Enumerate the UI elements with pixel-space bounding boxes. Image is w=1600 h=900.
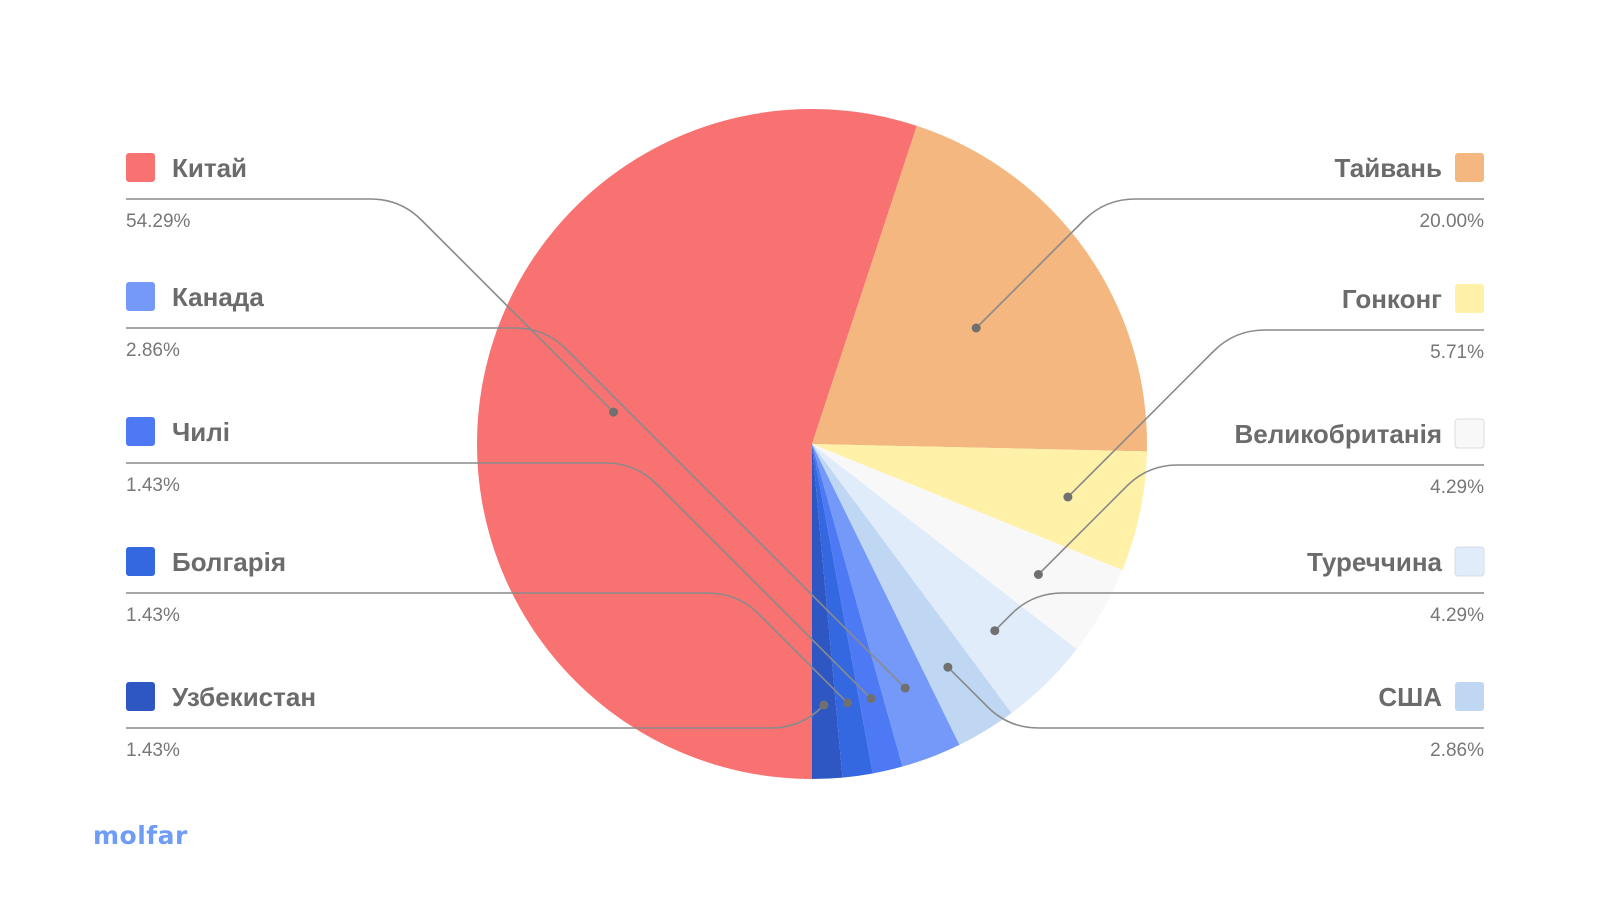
leader-line-4: [1037, 464, 1484, 576]
pie-slice-1: [477, 108, 917, 780]
legend-swatch: [126, 547, 155, 576]
leader-dot-1: [609, 407, 618, 417]
legend-swatch: [126, 417, 155, 446]
leader-dot-2: [971, 323, 981, 333]
data-label: 20.00%: [1420, 211, 1485, 232]
leader-line-5: [994, 592, 1484, 632]
legend-swatch: [1455, 153, 1484, 182]
leader-dot-10: [819, 700, 829, 710]
legend-label: Канада: [172, 282, 264, 312]
pie-slice-10: [812, 444, 843, 779]
legend-swatch: [126, 153, 155, 182]
legend-entry-10: Узбекистан 1.43%: [126, 682, 316, 761]
legend-swatch: [1455, 682, 1484, 711]
leader-line-1: [126, 198, 615, 413]
legend-entry-8: Чилі 1.43%: [126, 417, 230, 496]
pie-slice-2: [812, 125, 1148, 452]
data-label: 1.43%: [126, 605, 180, 626]
data-label: 5.71%: [1430, 342, 1484, 363]
legend-entry-6: США 2.86%: [1378, 682, 1484, 761]
leader-line-2: [975, 198, 1484, 329]
data-label: 1.43%: [126, 475, 180, 496]
legend-entry-4: Великобританія 4.29%: [1234, 418, 1485, 498]
legend-label: Узбекистан: [172, 682, 316, 712]
data-label: 4.29%: [1430, 605, 1484, 626]
legend-label: Тайвань: [1335, 153, 1442, 183]
legend-entry-2: Тайвань 20.00%: [1335, 153, 1485, 232]
legend-entry-5: Туреччина 4.29%: [1307, 546, 1485, 626]
pie-slices: [477, 108, 1148, 780]
legend-label: США: [1378, 682, 1442, 712]
leader-line-7: [126, 327, 906, 689]
data-label: 2.86%: [126, 340, 180, 361]
leader-dot-3: [1063, 492, 1073, 502]
legend-label: Туреччина: [1307, 547, 1443, 577]
leader-line-8: [126, 462, 872, 700]
legend-swatch: [1454, 546, 1485, 577]
leader-dot-9: [843, 698, 853, 708]
data-label: 2.86%: [1430, 740, 1484, 761]
legend-swatch: [1454, 418, 1485, 449]
leader-dot-6: [943, 662, 953, 672]
leader-line-3: [1067, 329, 1484, 498]
legend-label: Гонконг: [1342, 284, 1442, 314]
leader-dot-8: [866, 694, 876, 703]
legend-swatch: [1455, 284, 1484, 313]
pie-slice-7: [812, 444, 960, 767]
legend-entry-3: Гонконг 5.71%: [1342, 284, 1484, 363]
pie-slice-6: [812, 444, 1012, 745]
legend-label: Китай: [172, 153, 247, 183]
pie-slice-9: [812, 444, 873, 778]
pie-slice-5: [812, 444, 1077, 714]
data-label: 1.43%: [126, 740, 180, 761]
leader-dot-5: [990, 626, 1000, 636]
molfar-logo: molfar: [93, 821, 188, 850]
legend-label: Чилі: [172, 417, 230, 447]
leader-dot-4: [1033, 570, 1043, 579]
leader-lines: [126, 198, 1484, 729]
pie-slice-3: [812, 444, 1147, 571]
leader-line-9: [126, 592, 849, 704]
leader-line-6: [947, 666, 1484, 729]
leader-dot-7: [900, 683, 910, 693]
pie-slice-4: [812, 444, 1123, 650]
data-label: 4.29%: [1430, 477, 1484, 498]
legend: Китай 54.29% Тайвань 20.00% Гонконг 5.71% Вели…: [126, 153, 1485, 761]
legend-swatch: [126, 682, 155, 711]
data-label: 54.29%: [126, 211, 191, 232]
legend-label: Болгарія: [172, 547, 286, 577]
legend-entry-7: Канада 2.86%: [126, 282, 264, 361]
legend-entry-1: Китай 54.29%: [126, 153, 247, 232]
legend-label: Великобританія: [1234, 419, 1442, 449]
legend-swatch: [126, 282, 155, 311]
legend-entry-9: Болгарія 1.43%: [126, 547, 286, 626]
pie-slice-8: [812, 444, 903, 774]
